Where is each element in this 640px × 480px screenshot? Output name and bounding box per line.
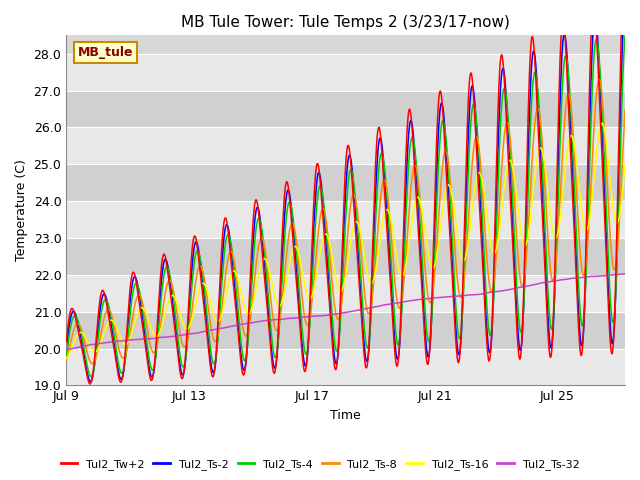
Title: MB Tule Tower: Tule Temps 2 (3/23/17-now): MB Tule Tower: Tule Temps 2 (3/23/17-now… xyxy=(181,15,510,30)
Y-axis label: Temperature (C): Temperature (C) xyxy=(15,159,28,261)
Bar xyxy=(67,54,625,91)
Bar xyxy=(67,238,625,275)
Bar xyxy=(67,164,625,201)
Bar xyxy=(67,312,625,348)
Text: MB_tule: MB_tule xyxy=(77,46,133,59)
Bar xyxy=(67,348,625,385)
Bar xyxy=(67,275,625,312)
X-axis label: Time: Time xyxy=(330,409,361,422)
Legend: Tul2_Tw+2, Tul2_Ts-2, Tul2_Ts-4, Tul2_Ts-8, Tul2_Ts-16, Tul2_Ts-32: Tul2_Tw+2, Tul2_Ts-2, Tul2_Ts-4, Tul2_Ts… xyxy=(56,455,584,474)
Bar xyxy=(67,128,625,164)
Bar xyxy=(67,201,625,238)
Bar xyxy=(67,91,625,128)
